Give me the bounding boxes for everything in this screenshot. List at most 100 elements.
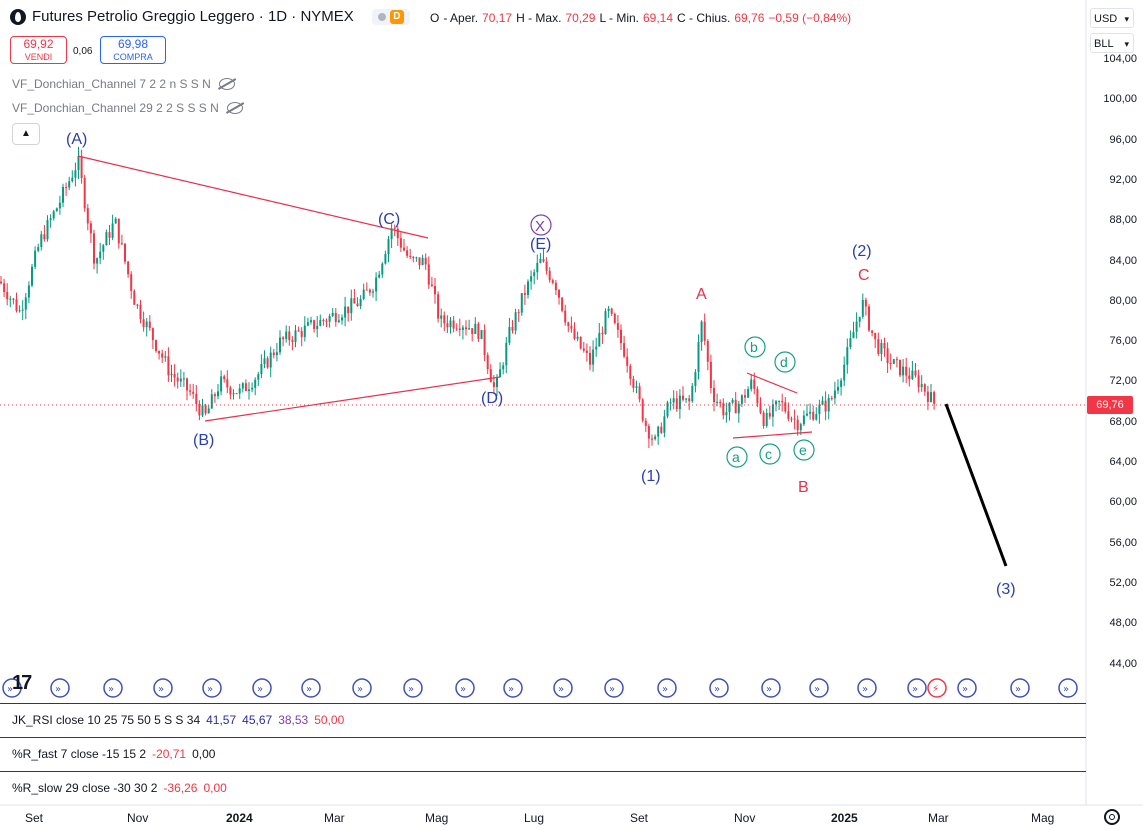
price-tick-label: 68,00 [1109, 415, 1137, 428]
candle [911, 360, 914, 380]
candle [406, 246, 409, 259]
forward-event-icon: » [604, 678, 624, 698]
sell-button[interactable]: 69,92 VENDI [10, 36, 67, 64]
candle [536, 254, 539, 280]
forward-event-icon: » [1058, 678, 1078, 698]
indicator-donchian-2-label: VF_Donchian_Channel 29 2 2 S S S N [12, 101, 219, 115]
candle [895, 356, 898, 368]
collapse-indicators-button[interactable]: ▲ [12, 123, 40, 145]
market-status-badge[interactable]: D [371, 8, 410, 25]
svg-text:»: » [158, 684, 164, 695]
candle [905, 357, 908, 384]
pane-r-fast[interactable]: %R_fast 7 close -15 15 2 -20,71 0,00 [0, 737, 1086, 770]
candle [651, 434, 653, 446]
price-tick-label: 64,00 [1109, 456, 1137, 468]
candle [508, 317, 511, 346]
candle [899, 359, 901, 378]
lightning-event-icon: ⚡ [927, 678, 947, 698]
candle [257, 371, 260, 386]
symbol-title[interactable]: Futures Petrolio Greggio Leggero · 1D · … [32, 8, 354, 25]
forward-event-icon: » [957, 678, 977, 698]
candle [821, 396, 824, 406]
eye-hidden-icon[interactable] [218, 78, 235, 90]
candle [306, 317, 309, 327]
wave-label-A: (A) [66, 131, 87, 148]
candle [709, 354, 712, 394]
pane-r-slow[interactable]: %R_slow 29 close -30 30 2 -36,26 0,00 [0, 771, 1086, 804]
candle [387, 235, 390, 263]
candle [623, 335, 626, 359]
forward-event-icon: » [709, 678, 729, 698]
candle [272, 348, 275, 359]
candle [914, 363, 917, 378]
candle [254, 377, 257, 396]
indicator-donchian-2[interactable]: VF_Donchian_Channel 29 2 2 S S S N [12, 101, 243, 115]
candle [71, 170, 74, 183]
candle [678, 389, 681, 419]
candle [685, 398, 688, 404]
sell-label: VENDI [24, 52, 53, 62]
currency-select[interactable]: USD ▾ [1090, 8, 1134, 28]
candle [279, 330, 281, 356]
candle [874, 332, 877, 349]
tradingview-logo-icon[interactable]: 17 [12, 672, 32, 694]
unit-select[interactable]: BLL ▾ [1090, 33, 1134, 53]
eye-hidden-icon[interactable] [226, 102, 243, 114]
candle [139, 299, 142, 324]
candle [65, 182, 68, 196]
candle [350, 289, 353, 321]
time-tick-label: Set [25, 811, 44, 825]
candle [582, 341, 585, 353]
candle [520, 293, 523, 316]
price-tick-label: 84,00 [1109, 254, 1137, 267]
candle [49, 214, 52, 228]
candle [158, 350, 161, 360]
candle [430, 276, 433, 287]
candle [210, 389, 213, 409]
candle [461, 325, 464, 340]
candle [775, 400, 777, 412]
candle [864, 297, 867, 316]
candle [691, 383, 694, 403]
candle [694, 369, 697, 393]
delayed-data-icon: D [389, 9, 404, 24]
svg-text:»: » [714, 684, 720, 695]
pane-rsi[interactable]: JK_RSI close 10 25 75 50 5 S S 34 41,57 … [0, 703, 1086, 736]
candle [778, 400, 781, 411]
candle [638, 382, 641, 403]
candle [145, 318, 148, 337]
candle [99, 242, 102, 265]
candle [34, 246, 37, 270]
candle [108, 225, 111, 245]
candle [781, 393, 784, 412]
candle [217, 383, 219, 400]
candle [229, 385, 232, 400]
svg-text:»: » [609, 684, 615, 695]
candle [530, 270, 533, 290]
price-tick-label: 80,00 [1109, 294, 1137, 307]
price-tick-label: 88,00 [1109, 214, 1137, 227]
price-tick-label: 76,00 [1109, 335, 1137, 348]
candle [415, 256, 418, 262]
candle [517, 309, 520, 322]
candle [213, 392, 216, 403]
candle [412, 255, 415, 263]
candle [186, 377, 188, 401]
candle [567, 321, 570, 333]
buy-button[interactable]: 69,98 COMPRA [100, 36, 166, 64]
candle [483, 324, 486, 362]
candle [719, 399, 722, 408]
candle [195, 384, 198, 412]
svg-text:»: » [766, 684, 772, 695]
candle [93, 229, 95, 270]
candle [570, 316, 573, 333]
svg-text:»: » [814, 684, 820, 695]
candle [849, 330, 852, 350]
candle [421, 254, 424, 266]
candle [409, 248, 412, 260]
gear-icon[interactable] [1104, 809, 1120, 825]
indicator-donchian-1[interactable]: VF_Donchian_Channel 7 2 2 n S S N [12, 77, 235, 91]
candle [288, 325, 291, 346]
candle [173, 364, 176, 387]
